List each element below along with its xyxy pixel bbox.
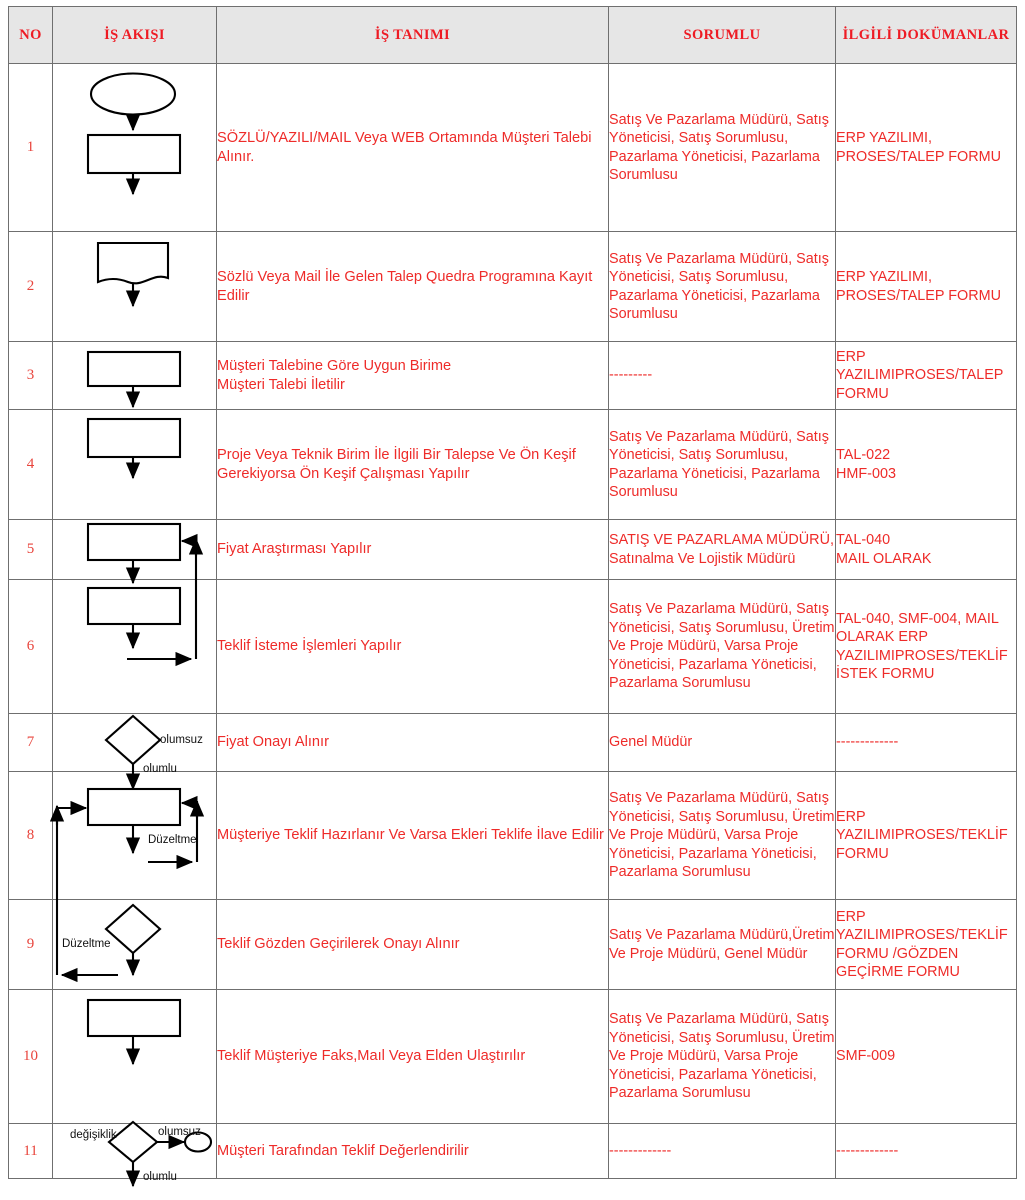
row-number: 11 <box>8 1123 53 1179</box>
table-row: 5 Fiyat Araştırması Yapılır SATIŞ VE PAZ… <box>8 519 1017 580</box>
row-description: Teklif Müşteriye Faks,Maıl Veya Elden Ul… <box>216 989 609 1124</box>
table-row: 2 Sözlü Veya Mail İle Gelen Talep Quedra… <box>8 231 1017 342</box>
row-responsible: --------- <box>608 341 836 410</box>
row-number: 5 <box>8 519 53 580</box>
row-number: 6 <box>8 579 53 714</box>
row-responsible: Satış Ve Pazarlama Müdürü,Üretim Ve Proj… <box>608 899 836 990</box>
column-header-no: NO <box>8 6 53 64</box>
row-responsible: Satış Ve Pazarlama Müdürü, Satış Yönetic… <box>608 579 836 714</box>
table-row: 3 Müşteri Talebine Göre Uygun Birime Müş… <box>8 341 1017 410</box>
row-description: Müşteri Tarafından Teklif Değerlendirili… <box>216 1123 609 1179</box>
table-row: 11 Müşteri Tarafından Teklif Değerlendir… <box>8 1123 1017 1179</box>
flow-cell <box>52 1123 217 1179</box>
flow-cell <box>52 63 217 232</box>
table-row: 9 Teklif Gözden Geçirilerek Onayı Alınır… <box>8 899 1017 990</box>
row-description: Müşteriye Teklif Hazırlanır Ve Varsa Ekl… <box>216 771 609 900</box>
row-documents: ERP YAZILIMIPROSES/TALEP FORMU <box>835 341 1017 410</box>
row-documents: ERP YAZILIMIPROSES/TEKLİF FORMU /GÖZDEN … <box>835 899 1017 990</box>
table-row: 7 Fiyat Onayı Alınır Genel Müdür -------… <box>8 713 1017 772</box>
row-number: 10 <box>8 989 53 1124</box>
table-row: 1 SÖZLÜ/YAZILI/MAIL Veya WEB Ortamında M… <box>8 63 1017 232</box>
row-documents: TAL-040, SMF-004, MAIL OLARAK ERP YAZILI… <box>835 579 1017 714</box>
row-number: 4 <box>8 409 53 520</box>
row-description: SÖZLÜ/YAZILI/MAIL Veya WEB Ortamında Müş… <box>216 63 609 232</box>
table-row: 6 Teklif İsteme İşlemleri Yapılır Satış … <box>8 579 1017 714</box>
row-responsible: Satış Ve Pazarlama Müdürü, Satış Yönetic… <box>608 231 836 342</box>
row-description: Teklif İsteme İşlemleri Yapılır <box>216 579 609 714</box>
row-responsible: Satış Ve Pazarlama Müdürü, Satış Yönetic… <box>608 63 836 232</box>
row-number: 7 <box>8 713 53 772</box>
table-row: 8 Müşteriye Teklif Hazırlanır Ve Varsa E… <box>8 771 1017 900</box>
row-description: Proje Veya Teknik Birim İle İlgili Bir T… <box>216 409 609 520</box>
row-responsible: Satış Ve Pazarlama Müdürü, Satış Yönetic… <box>608 771 836 900</box>
row-documents: ------------- <box>835 713 1017 772</box>
row-number: 2 <box>8 231 53 342</box>
flow-cell <box>52 341 217 410</box>
row-description: Fiyat Onayı Alınır <box>216 713 609 772</box>
row-responsible: SATIŞ VE PAZARLAMA MÜDÜRÜ, Satınalma Ve … <box>608 519 836 580</box>
flow-cell <box>52 899 217 990</box>
row-number: 8 <box>8 771 53 900</box>
flow-cell <box>52 579 217 714</box>
flow-cell <box>52 231 217 342</box>
row-description: Müşteri Talebine Göre Uygun Birime Müşte… <box>216 341 609 410</box>
column-header-resp: SORUMLU <box>608 6 836 64</box>
row-description: Sözlü Veya Mail İle Gelen Talep Quedra P… <box>216 231 609 342</box>
column-header-desc: İŞ TANIMI <box>216 6 609 64</box>
row-documents: TAL-022 HMF-003 <box>835 409 1017 520</box>
row-documents: TAL-040 MAIL OLARAK <box>835 519 1017 580</box>
row-number: 3 <box>8 341 53 410</box>
flow-cell <box>52 519 217 580</box>
flow-cell <box>52 409 217 520</box>
row-documents: ------------- <box>835 1123 1017 1179</box>
row-number: 9 <box>8 899 53 990</box>
flow-cell <box>52 713 217 772</box>
row-description: Teklif Gözden Geçirilerek Onayı Alınır <box>216 899 609 990</box>
row-responsible: Genel Müdür <box>608 713 836 772</box>
column-header-flow: İŞ AKIŞI <box>52 6 217 64</box>
table-row: 4 Proje Veya Teknik Birim İle İlgili Bir… <box>8 409 1017 520</box>
table-header-row: NO İŞ AKIŞI İŞ TANIMI SORUMLU İLGİLİ DOK… <box>8 6 1017 64</box>
row-documents: ERP YAZILIMIPROSES/TEKLİF FORMU <box>835 771 1017 900</box>
row-documents: ERP YAZILIMI, PROSES/TALEP FORMU <box>835 63 1017 232</box>
row-description: Fiyat Araştırması Yapılır <box>216 519 609 580</box>
row-responsible: ------------- <box>608 1123 836 1179</box>
table-row: 10 Teklif Müşteriye Faks,Maıl Veya Elden… <box>8 989 1017 1124</box>
flow-cell <box>52 771 217 900</box>
row-documents: SMF-009 <box>835 989 1017 1124</box>
column-header-doc: İLGİLİ DOKÜMANLAR <box>835 6 1017 64</box>
row-responsible: Satış Ve Pazarlama Müdürü, Satış Yönetic… <box>608 989 836 1124</box>
row-documents: ERP YAZILIMI, PROSES/TALEP FORMU <box>835 231 1017 342</box>
row-number: 1 <box>8 63 53 232</box>
process-table: NO İŞ AKIŞI İŞ TANIMI SORUMLU İLGİLİ DOK… <box>8 6 1017 1179</box>
row-responsible: Satış Ve Pazarlama Müdürü, Satış Yönetic… <box>608 409 836 520</box>
flow-cell <box>52 989 217 1124</box>
